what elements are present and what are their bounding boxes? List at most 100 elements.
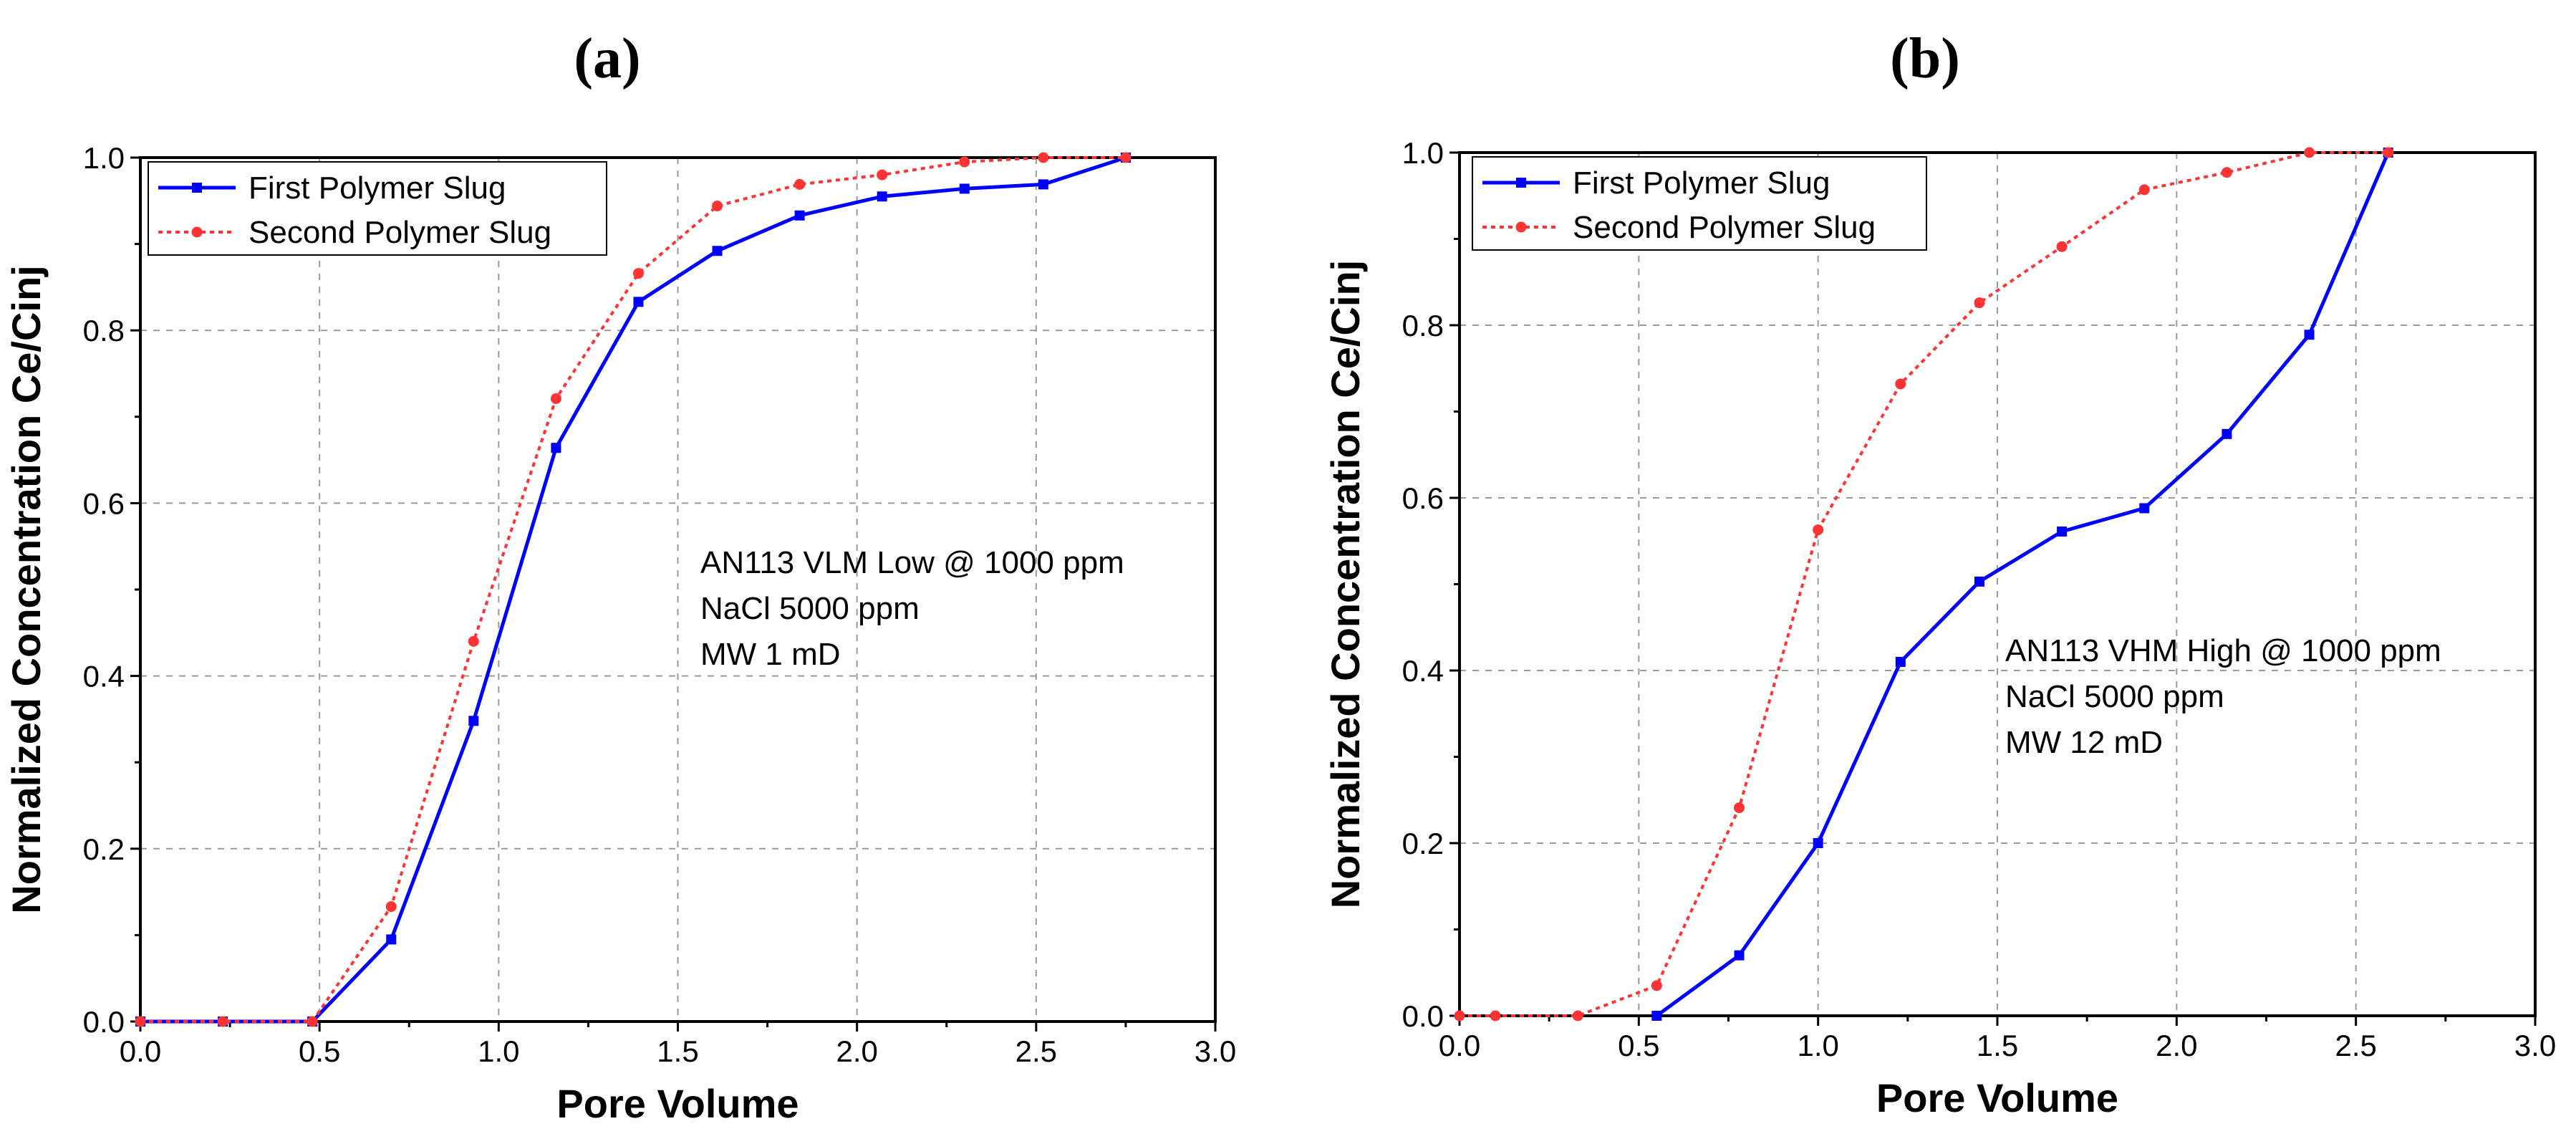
y-tick-label: 0.2 — [1402, 827, 1444, 860]
series-line-first-polymer-slug — [1655, 152, 2391, 1018]
data-point-second-polymer-slug — [468, 635, 479, 647]
chart-panel-b: (b) 0.0 0.5 1.0 1.5 2.0 2.5 3.0 0.0 0.2 0.4 0.6 0.8 1… — [1323, 27, 2556, 1120]
legend-label: Second Polymer Slug — [1573, 210, 1876, 245]
x-tick-label: 3.0 — [2514, 1029, 2556, 1062]
legend-label: Second Polymer Slug — [249, 215, 551, 250]
data-point-second-polymer-slug — [632, 268, 644, 279]
data-point-first-polymer-slug — [633, 297, 644, 307]
legend-marker-square — [192, 183, 202, 193]
x-tick-label: 3.0 — [1195, 1034, 1236, 1068]
annotation-line: MW 1 mD — [700, 637, 841, 672]
data-point-second-polymer-slug — [2221, 167, 2232, 178]
y-axis-title: Normalized Concentration Ce/Cinj — [4, 265, 49, 913]
data-point-first-polymer-slug — [2057, 526, 2068, 537]
legend: First Polymer Slug Second Polymer Slug — [148, 161, 607, 256]
x-tick-label: 0.5 — [299, 1034, 340, 1068]
data-point-second-polymer-slug — [1895, 378, 1906, 390]
data-point-second-polymer-slug — [1038, 152, 1049, 163]
data-point-first-polymer-slug — [468, 716, 479, 726]
data-point-second-polymer-slug — [1454, 1010, 1465, 1022]
x-tick-label: 1.5 — [657, 1034, 698, 1068]
annotation-line: NaCl 5000 ppm — [700, 591, 920, 626]
y-tick-label: 0.4 — [1402, 654, 1444, 688]
data-point-first-polymer-slug — [2304, 330, 2315, 340]
data-point-second-polymer-slug — [2383, 147, 2394, 158]
data-point-second-polymer-slug — [794, 178, 806, 190]
x-tick-label: 1.5 — [1977, 1029, 2018, 1062]
x-tick-label: 1.0 — [478, 1034, 519, 1068]
y-tick-label: 0.2 — [83, 832, 125, 866]
chart-panel-a: (a) 0.0 0.5 1.0 1.5 2.0 2.5 3.0 0.0 0.2 0.4 0.6 0.8 1… — [4, 27, 1236, 1126]
y-tick-label: 0.0 — [83, 1005, 125, 1039]
legend-marker-circle — [191, 226, 203, 238]
x-tick-label: 2.0 — [836, 1034, 877, 1068]
data-point-second-polymer-slug — [217, 1016, 228, 1027]
data-point-first-polymer-slug — [386, 934, 397, 945]
data-point-first-polymer-slug — [877, 191, 887, 202]
legend-label: First Polymer Slug — [249, 170, 506, 206]
data-point-second-polymer-slug — [1974, 297, 1985, 309]
x-tick-label: 0.5 — [1618, 1029, 1659, 1062]
x-tick-label: 2.5 — [1016, 1034, 1057, 1068]
x-axis-title: Pore Volume — [556, 1081, 799, 1126]
annotation-line: AN113 VLM Low @ 1000 ppm — [700, 545, 1124, 580]
data-point-second-polymer-slug — [550, 393, 561, 404]
legend-marker-circle — [1515, 221, 1527, 233]
data-point-second-polymer-slug — [1651, 980, 1662, 991]
data-point-second-polymer-slug — [1490, 1010, 1501, 1022]
x-tick-label: 1.0 — [1797, 1029, 1838, 1062]
data-point-second-polymer-slug — [712, 201, 723, 212]
data-point-second-polymer-slug — [1734, 802, 1745, 814]
data-point-first-polymer-slug — [712, 246, 723, 256]
x-tick-label: 2.5 — [2335, 1029, 2376, 1062]
x-tick-label: 0.0 — [120, 1034, 161, 1068]
data-point-second-polymer-slug — [2304, 147, 2315, 158]
data-point-first-polymer-slug — [1651, 1011, 1662, 1021]
data-point-second-polymer-slug — [135, 1016, 146, 1027]
data-point-second-polymer-slug — [385, 901, 397, 913]
y-tick-label: 0.6 — [83, 486, 125, 520]
x-tick-label: 0.0 — [1439, 1029, 1480, 1062]
data-point-first-polymer-slug — [1895, 656, 1906, 667]
data-point-first-polymer-slug — [1734, 950, 1745, 961]
legend-box — [1472, 156, 1927, 251]
data-point-first-polymer-slug — [1974, 576, 1984, 587]
y-tick-label: 1.0 — [83, 141, 125, 175]
data-point-second-polymer-slug — [2056, 241, 2068, 252]
data-point-second-polymer-slug — [959, 156, 970, 168]
data-point-second-polymer-slug — [307, 1016, 318, 1027]
legend: First Polymer Slug Second Polymer Slug — [1472, 156, 1927, 251]
y-tick-label: 1.0 — [1402, 136, 1444, 170]
series-line-second-polymer-slug — [1460, 151, 2388, 1017]
y-tick-label: 0.8 — [1402, 309, 1444, 342]
panel-label: (b) — [1890, 27, 1960, 90]
data-point-second-polymer-slug — [877, 169, 888, 181]
y-tick-label: 0.6 — [1402, 481, 1444, 515]
data-point-second-polymer-slug — [2138, 184, 2150, 196]
data-point-second-polymer-slug — [1572, 1010, 1583, 1022]
x-axis-title: Pore Volume — [1876, 1075, 2118, 1120]
data-point-first-polymer-slug — [794, 210, 805, 221]
y-tick-label: 0.4 — [83, 660, 125, 693]
y-tick-label: 0.8 — [83, 314, 125, 347]
data-point-first-polymer-slug — [2139, 503, 2150, 514]
panel-label: (a) — [574, 27, 640, 90]
annotation-line: NaCl 5000 ppm — [2005, 679, 2224, 714]
legend-marker-square — [1516, 178, 1526, 188]
data-point-first-polymer-slug — [2222, 428, 2232, 439]
data-point-first-polymer-slug — [551, 443, 561, 453]
data-point-second-polymer-slug — [1813, 524, 1824, 536]
series-line-first-polymer-slug — [140, 155, 1127, 1024]
data-point-first-polymer-slug — [1038, 179, 1048, 190]
x-tick-label: 2.0 — [2156, 1029, 2197, 1062]
annotation-line: AN113 VHM High @ 1000 ppm — [2005, 633, 2441, 668]
data-point-first-polymer-slug — [1813, 838, 1823, 848]
legend-box — [148, 161, 607, 256]
y-axis-title: Normalized Concentration Ce/Cinj — [1323, 260, 1368, 908]
annotation-line: MW 12 mD — [2005, 725, 2163, 760]
data-point-second-polymer-slug — [1120, 152, 1132, 163]
legend-label: First Polymer Slug — [1573, 165, 1830, 201]
y-tick-label: 0.0 — [1402, 999, 1444, 1033]
series-line-second-polymer-slug — [140, 156, 1126, 1023]
